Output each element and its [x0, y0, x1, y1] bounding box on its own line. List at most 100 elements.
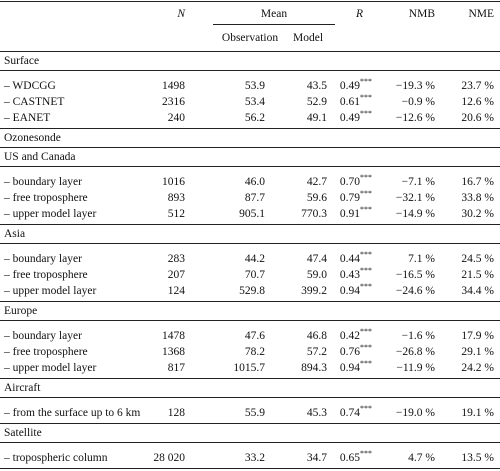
cell-model: 399.2 — [301, 285, 327, 297]
cell-model: 42.7 — [306, 176, 327, 188]
cell-nme: 24.5 % — [461, 253, 494, 265]
cell-r: 0.91*** — [340, 205, 372, 221]
cell-observation: 44.2 — [244, 253, 265, 265]
r-significance: *** — [360, 343, 372, 353]
rule-line — [0, 468, 500, 469]
r-significance: *** — [360, 189, 372, 199]
rule-line — [0, 224, 500, 225]
cell-observation: 1015.7 — [233, 362, 265, 374]
r-significance: *** — [360, 266, 372, 276]
cell-n: 1016 — [162, 176, 185, 188]
cell-r: 0.94*** — [340, 360, 372, 375]
cell-r: 0.76*** — [339, 343, 372, 359]
cell-model: 52.9 — [306, 96, 327, 108]
cell-nme: 12.6 % — [461, 96, 494, 108]
cell-observation: 46.0 — [244, 176, 265, 188]
r-value: 0.49 — [339, 112, 360, 124]
cell-model: 57.2 — [306, 346, 327, 358]
rule-line — [0, 70, 500, 71]
row-label: – CASTNET — [4, 96, 65, 108]
rule-line — [0, 243, 500, 244]
cell-nmb: −1.6 % — [401, 330, 435, 342]
row-label: – upper model layer — [4, 362, 97, 374]
cell-r: 0.44*** — [340, 251, 372, 266]
cell-observation: 78.2 — [244, 346, 265, 358]
r-value: 0.61 — [339, 96, 360, 108]
r-significance: *** — [360, 449, 372, 459]
cell-nmb: 4.7 % — [408, 452, 435, 464]
row-label: – free troposphere — [4, 192, 88, 204]
row-label: – EANET — [4, 112, 51, 124]
header-nme: NME — [468, 8, 494, 20]
cell-n: 1478 — [162, 330, 185, 342]
cell-nme: 30.2 % — [461, 208, 494, 220]
r-significance: *** — [360, 173, 372, 183]
r-significance: *** — [360, 327, 372, 337]
r-value: 0.49 — [339, 80, 360, 92]
rule-line — [0, 147, 500, 148]
r-significance: *** — [360, 205, 372, 215]
cell-r: 0.49*** — [339, 110, 372, 125]
cell-observation: 70.7 — [244, 269, 265, 281]
cell-nmb: −14.9 % — [395, 208, 435, 220]
cell-r: 0.74*** — [340, 404, 372, 420]
cell-model: 43.5 — [306, 80, 327, 92]
cell-nme: 16.7 % — [461, 176, 494, 188]
row-label: – boundary layer — [4, 330, 82, 342]
cell-model: 46.8 — [306, 330, 327, 342]
row-label: – upper model layer — [4, 208, 97, 220]
cell-model: 894.3 — [301, 362, 327, 374]
cell-nme: 20.6 % — [461, 112, 494, 124]
cell-nme: 33.8 % — [461, 192, 494, 204]
cell-nme: 29.1 % — [461, 346, 494, 358]
r-significance: *** — [360, 404, 372, 414]
r-value: 0.79 — [339, 192, 360, 204]
section-title: Surface — [4, 55, 40, 67]
cell-nme: 34.4 % — [461, 285, 494, 297]
cell-nmb: −26.8 % — [395, 346, 435, 358]
cell-model: 49.1 — [306, 112, 327, 124]
cell-n: 893 — [167, 192, 185, 204]
cell-nmb: −11.9 % — [396, 362, 435, 374]
header-r: R — [355, 8, 363, 20]
header-n: N — [177, 8, 185, 20]
r-significance: *** — [360, 282, 372, 292]
cell-model: 47.4 — [306, 253, 327, 265]
section-title: Europe — [4, 305, 38, 317]
section-title: Aircraft — [4, 382, 41, 394]
cell-observation: 529.8 — [239, 285, 265, 297]
r-value: 0.65 — [339, 452, 360, 464]
cell-n: 240 — [167, 112, 185, 124]
cell-n: 283 — [167, 253, 185, 265]
row-label: – boundary layer — [4, 253, 82, 265]
cell-n: 817 — [167, 362, 185, 374]
cell-r: 0.65*** — [339, 449, 372, 465]
rule-line — [0, 1, 500, 2]
cell-nme: 19.1 % — [461, 407, 494, 419]
rule-line — [0, 442, 500, 443]
cell-nmb: −16.5 % — [395, 269, 435, 281]
cell-model: 59.6 — [306, 192, 327, 204]
r-significance: *** — [360, 93, 372, 103]
cell-model: 34.7 — [306, 452, 327, 464]
row-label: – boundary layer — [4, 176, 82, 188]
rule-line — [213, 24, 335, 25]
cell-observation: 53.9 — [244, 80, 265, 92]
cell-nme: 23.7 % — [461, 80, 494, 92]
cell-model: 59.0 — [306, 269, 327, 281]
cell-nmb: −24.6 % — [395, 285, 435, 297]
cell-r: 0.70*** — [339, 173, 372, 189]
cell-r: 0.94*** — [339, 282, 372, 298]
header-model: Model — [292, 32, 324, 44]
r-value: 0.94 — [339, 285, 360, 297]
rule-line — [0, 320, 500, 321]
cell-n: 512 — [167, 208, 185, 220]
cell-observation: 55.9 — [244, 407, 265, 419]
cell-nme: 24.2 % — [461, 362, 494, 374]
r-value: 0.76 — [339, 346, 360, 358]
r-value: 0.42 — [339, 330, 360, 342]
rule-line — [0, 378, 500, 379]
header-nmb: NMB — [408, 8, 435, 20]
row-label: – WDCGG — [4, 80, 56, 92]
r-value: 0.70 — [339, 176, 360, 188]
